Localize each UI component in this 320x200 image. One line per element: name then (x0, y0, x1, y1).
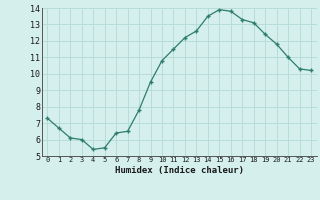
X-axis label: Humidex (Indice chaleur): Humidex (Indice chaleur) (115, 166, 244, 175)
